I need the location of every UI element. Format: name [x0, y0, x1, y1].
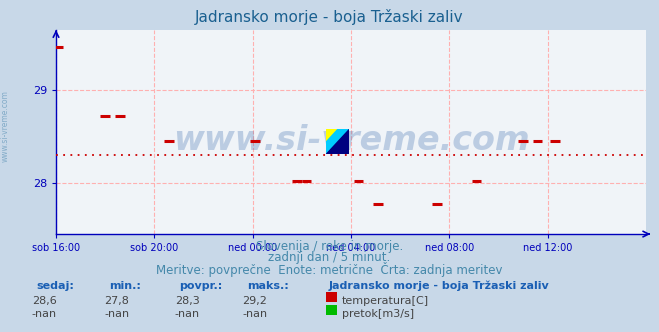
Text: povpr.:: povpr.:	[179, 281, 223, 290]
Polygon shape	[326, 129, 349, 154]
Text: Slovenija / reke in morje.: Slovenija / reke in morje.	[256, 240, 403, 253]
Polygon shape	[326, 129, 349, 154]
Text: 27,8: 27,8	[104, 296, 129, 306]
Polygon shape	[326, 129, 338, 142]
Text: -nan: -nan	[32, 309, 57, 319]
Text: temperatura[C]: temperatura[C]	[342, 296, 429, 306]
Text: min.:: min.:	[109, 281, 140, 290]
Text: 29,2: 29,2	[243, 296, 268, 306]
Text: www.si-vreme.com: www.si-vreme.com	[1, 90, 10, 162]
Text: Jadransko morje - boja Tržaski zaliv: Jadransko morje - boja Tržaski zaliv	[195, 9, 464, 25]
Text: zadnji dan / 5 minut.: zadnji dan / 5 minut.	[268, 251, 391, 264]
Text: -nan: -nan	[104, 309, 129, 319]
Text: www.si-vreme.com: www.si-vreme.com	[173, 124, 529, 157]
Text: 28,3: 28,3	[175, 296, 200, 306]
Text: -nan: -nan	[243, 309, 268, 319]
Text: -nan: -nan	[175, 309, 200, 319]
Text: maks.:: maks.:	[247, 281, 289, 290]
Text: pretok[m3/s]: pretok[m3/s]	[342, 309, 414, 319]
Text: Meritve: povprečne  Enote: metrične  Črta: zadnja meritev: Meritve: povprečne Enote: metrične Črta:…	[156, 262, 503, 277]
Text: 28,6: 28,6	[32, 296, 57, 306]
Text: sedaj:: sedaj:	[36, 281, 74, 290]
Text: Jadransko morje - boja Tržaski zaliv: Jadransko morje - boja Tržaski zaliv	[328, 281, 549, 291]
